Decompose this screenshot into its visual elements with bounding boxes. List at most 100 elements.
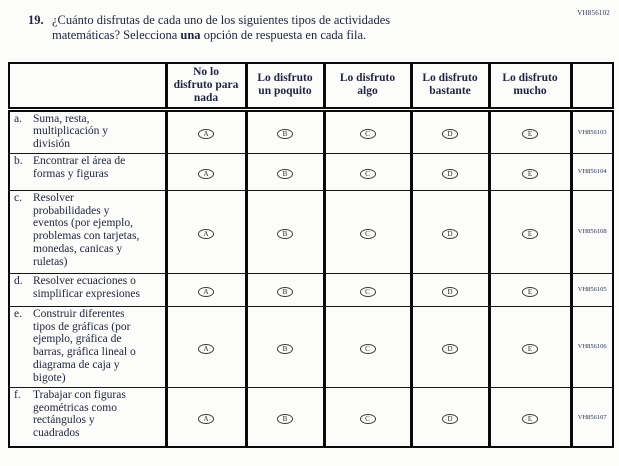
option-cell-a[interactable]: A	[164, 386, 246, 448]
item-code: VH856106	[577, 343, 607, 351]
option-cell-d[interactable]: D	[409, 108, 489, 154]
option-cell-e[interactable]: E	[487, 386, 571, 448]
answer-bubble-a[interactable]: A	[198, 343, 214, 354]
answer-bubble-a[interactable]: A	[198, 414, 214, 425]
answer-bubble-b[interactable]: B	[277, 129, 293, 140]
answer-bubble-d[interactable]: D	[442, 414, 458, 425]
answer-bubble-a[interactable]: A	[198, 168, 214, 179]
option-cell-e[interactable]: E	[487, 152, 571, 191]
answer-bubble-a[interactable]: A	[198, 129, 214, 140]
option-cell-d[interactable]: D	[409, 152, 489, 191]
option-cell-a[interactable]: A	[164, 305, 246, 388]
option-cell-e[interactable]: E	[487, 272, 571, 307]
option-cell-a[interactable]: A	[164, 272, 246, 307]
option-cell-e[interactable]: E	[487, 305, 571, 388]
option-cell-e[interactable]: E	[487, 108, 571, 154]
option-cell-c[interactable]: C	[322, 108, 411, 154]
table-row: e. Construir diferentes tipos de gráficas…	[9, 305, 613, 388]
header-empty-code-cell	[569, 62, 613, 112]
option-cell-c[interactable]: C	[322, 152, 411, 191]
activity-label-cell: b. Encontrar el área de formas y figuras	[9, 152, 166, 191]
option-cell-c[interactable]: C	[322, 305, 411, 388]
column-header-no-lo-disfruto-para-nada: No lo disfruto para nada	[164, 62, 246, 112]
row-letter: d.	[14, 274, 23, 287]
column-header-lo-disfruto-algo: Lo disfruto algo	[322, 62, 411, 112]
header-empty-stub-cell	[9, 62, 166, 112]
question-text-part2: opción de respuesta en cada fila.	[200, 28, 367, 42]
page-item-code: VH856102	[577, 9, 610, 17]
row-letter: b.	[14, 154, 23, 167]
answer-bubble-d[interactable]: D	[442, 228, 458, 239]
option-cell-c[interactable]: C	[322, 386, 411, 448]
answer-bubble-e[interactable]: E	[522, 286, 538, 297]
item-code-cell: VH856108	[569, 189, 613, 274]
answer-bubble-e[interactable]: E	[522, 228, 538, 239]
item-code-cell: VH856106	[569, 305, 613, 388]
answer-bubble-e[interactable]: E	[522, 414, 538, 425]
answer-bubble-c[interactable]: C	[359, 168, 376, 179]
answer-bubble-b[interactable]: B	[277, 168, 293, 179]
table-row: f. Trabajar con figuras geométricas como …	[9, 386, 613, 448]
answer-bubble-b[interactable]: B	[277, 343, 293, 354]
header-row: No lo disfruto para nada Lo disfruto un …	[9, 62, 613, 112]
activity-label-cell: a. Suma, resta, multiplicación y división	[9, 108, 166, 154]
option-cell-b[interactable]: B	[244, 305, 324, 388]
table-row: a. Suma, resta, multiplicación y división…	[9, 108, 613, 154]
answer-bubble-c[interactable]: C	[359, 343, 376, 354]
option-cell-d[interactable]: D	[409, 305, 489, 388]
table-row: b. Encontrar el área de formas y figuras A…	[9, 152, 613, 191]
activity-text: Suma, resta, multiplicación y división	[33, 112, 109, 151]
answer-bubble-e[interactable]: E	[522, 129, 538, 140]
row-letter: a.	[14, 112, 22, 125]
answer-bubble-b[interactable]: B	[277, 414, 293, 425]
row-letter: c.	[14, 191, 22, 204]
item-code-cell: VH856104	[569, 152, 613, 191]
answer-bubble-c[interactable]: C	[359, 286, 376, 297]
option-cell-b[interactable]: B	[244, 386, 324, 448]
option-cell-b[interactable]: B	[244, 152, 324, 191]
activity-text: Resolver ecuaciones o simplificar expres…	[33, 274, 140, 300]
column-header-lo-disfruto-mucho: Lo disfruto mucho	[487, 62, 571, 112]
option-cell-c[interactable]: C	[322, 272, 411, 307]
option-cell-d[interactable]: D	[409, 189, 489, 274]
answer-bubble-a[interactable]: A	[198, 228, 214, 239]
option-cell-a[interactable]: A	[164, 152, 246, 191]
answer-bubble-d[interactable]: D	[442, 129, 458, 140]
activity-label-cell: c. Resolver probabilidades y eventos (por…	[9, 189, 166, 274]
question-block: 19. ¿Cuánto disfrutas de cada uno de los …	[28, 13, 498, 43]
option-cell-b[interactable]: B	[244, 108, 324, 154]
item-code: VH856107	[577, 413, 607, 421]
option-cell-a[interactable]: A	[164, 189, 246, 274]
answer-bubble-d[interactable]: D	[442, 286, 458, 297]
column-header-lo-disfruto-un-poquito: Lo disfruto un poquito	[244, 62, 324, 112]
question-text: ¿Cuánto disfrutas de cada uno de los sig…	[52, 13, 472, 43]
answer-bubble-d[interactable]: D	[442, 343, 458, 354]
option-cell-b[interactable]: B	[244, 272, 324, 307]
answer-bubble-d[interactable]: D	[442, 168, 458, 179]
answer-bubble-e[interactable]: E	[522, 168, 538, 179]
activity-text: Encontrar el área de formas y figuras	[33, 154, 126, 180]
activity-text: Trabajar con figuras geométricas como re…	[33, 388, 126, 440]
table-row: c. Resolver probabilidades y eventos (por…	[9, 189, 613, 274]
answer-bubble-e[interactable]: E	[522, 343, 538, 354]
option-cell-d[interactable]: D	[409, 386, 489, 448]
option-cell-a[interactable]: A	[164, 108, 246, 154]
answer-bubble-c[interactable]: C	[359, 129, 376, 140]
item-code-cell: VH856107	[569, 386, 613, 448]
option-cell-d[interactable]: D	[409, 272, 489, 307]
question-text-part1: ¿Cuánto disfrutas de cada uno de los sig…	[52, 13, 391, 42]
option-cell-e[interactable]: E	[487, 189, 571, 274]
answer-bubble-b[interactable]: B	[277, 286, 293, 297]
answer-bubble-b[interactable]: B	[277, 228, 293, 239]
item-code: VH856103	[577, 128, 607, 136]
answer-bubble-c[interactable]: C	[359, 228, 376, 239]
answer-bubble-c[interactable]: C	[359, 414, 376, 425]
item-code-cell: VH856105	[569, 272, 613, 307]
option-cell-c[interactable]: C	[322, 189, 411, 274]
answer-bubble-a[interactable]: A	[198, 286, 214, 297]
item-code: VH856108	[577, 228, 607, 236]
activity-text: Resolver probabilidades y eventos (por e…	[33, 191, 140, 268]
item-code: VH856104	[577, 168, 607, 176]
option-cell-b[interactable]: B	[244, 189, 324, 274]
